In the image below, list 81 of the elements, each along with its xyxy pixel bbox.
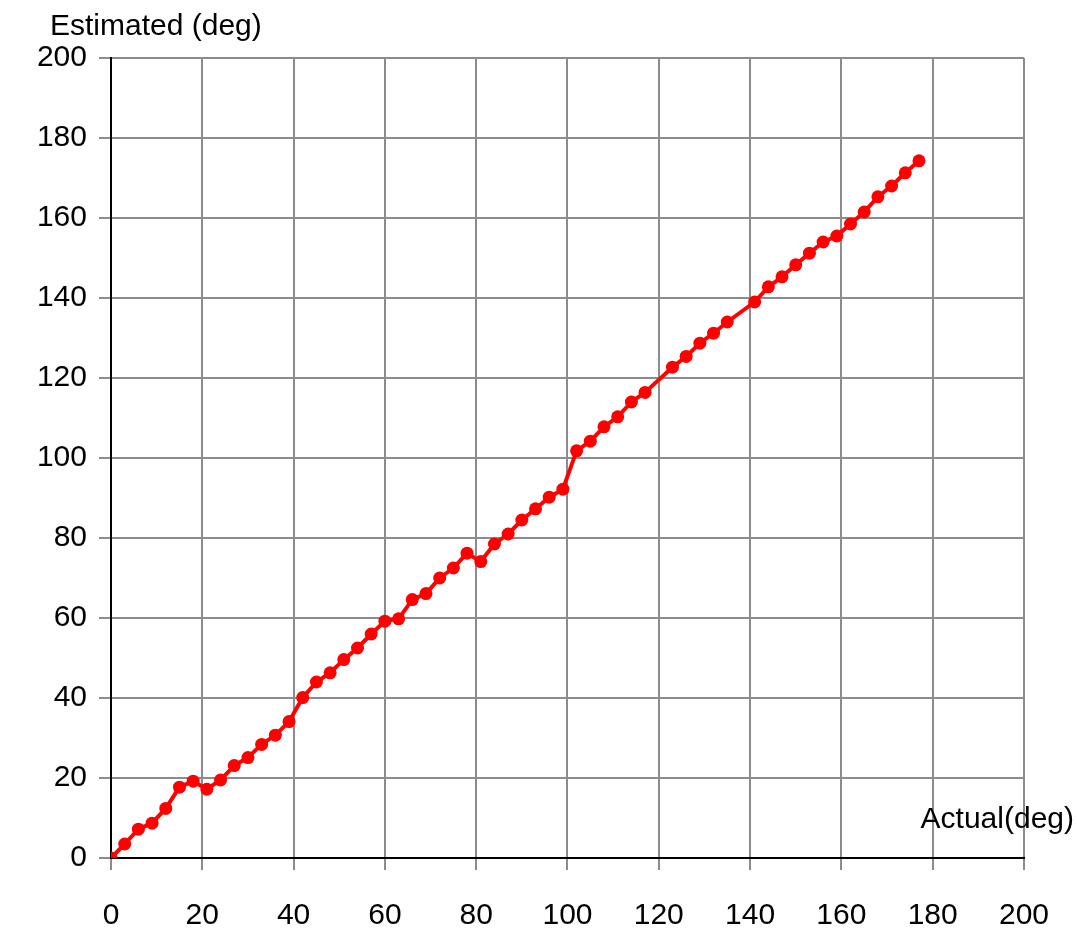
point (885, 179, 899, 193)
y-tick-label: 100 (36, 439, 87, 473)
point (775, 270, 789, 284)
point (583, 434, 597, 448)
point (309, 675, 323, 689)
x-tick-label: 100 (542, 897, 593, 931)
point (474, 555, 488, 569)
y-tick-label: 140 (36, 279, 87, 313)
point (515, 513, 529, 527)
x-tick-label: 140 (725, 897, 776, 931)
point (597, 420, 611, 434)
x-tick-label: 0 (102, 897, 120, 931)
point (145, 816, 159, 830)
point (844, 217, 858, 231)
point (446, 561, 460, 575)
point (351, 641, 364, 655)
point (460, 546, 474, 560)
y-tick-label: 180 (36, 119, 87, 153)
point (118, 837, 132, 851)
point (871, 190, 885, 204)
x-tick-label: 80 (459, 897, 493, 931)
y-tick-label: 120 (36, 359, 87, 393)
x-tick-label: 180 (907, 897, 958, 931)
point (255, 737, 269, 751)
point (611, 410, 625, 424)
point (214, 773, 228, 787)
point (241, 751, 255, 765)
point (282, 715, 296, 729)
point (857, 205, 871, 219)
point (172, 780, 186, 794)
point (912, 154, 926, 168)
point (337, 653, 351, 667)
point (268, 728, 282, 742)
point (542, 490, 556, 504)
point (679, 349, 693, 363)
x-tick-label: 160 (816, 897, 867, 931)
point (570, 444, 584, 458)
point (378, 614, 392, 628)
point (296, 691, 310, 705)
point (802, 246, 816, 260)
point (501, 527, 515, 541)
point (789, 258, 803, 272)
y-tick-label: 0 (70, 839, 87, 873)
point (186, 774, 200, 788)
point (419, 587, 433, 601)
point (761, 280, 775, 294)
point (556, 482, 570, 496)
y-axis-title: Estimated (deg) (50, 8, 262, 41)
point (898, 166, 912, 180)
point (720, 315, 734, 329)
point (638, 385, 652, 399)
x-tick-label: 120 (633, 897, 684, 931)
y-tick-label: 160 (36, 199, 87, 233)
point (624, 395, 638, 409)
y-tick-label: 20 (53, 759, 87, 793)
point (405, 593, 419, 607)
point (227, 759, 241, 773)
y-tick-label: 40 (53, 679, 87, 713)
point (200, 782, 214, 796)
point (830, 229, 844, 243)
point (323, 666, 337, 680)
y-tick-label: 60 (53, 599, 87, 633)
point (364, 627, 378, 641)
y-tick-label: 200 (36, 39, 87, 73)
x-tick-label: 20 (185, 897, 219, 931)
point (159, 801, 173, 815)
point (693, 336, 707, 350)
x-tick-label: 200 (998, 897, 1049, 931)
x-tick-label: 60 (368, 897, 402, 931)
x-axis-title: Actual(deg) (920, 801, 1074, 834)
point (748, 295, 762, 309)
point (487, 537, 501, 551)
point (433, 571, 447, 585)
point (816, 235, 830, 249)
point (707, 326, 721, 340)
point (529, 502, 543, 516)
point (131, 822, 145, 836)
point (392, 612, 406, 626)
point (665, 360, 679, 374)
y-tick-label: 80 (53, 519, 87, 553)
x-tick-label: 40 (276, 897, 311, 931)
